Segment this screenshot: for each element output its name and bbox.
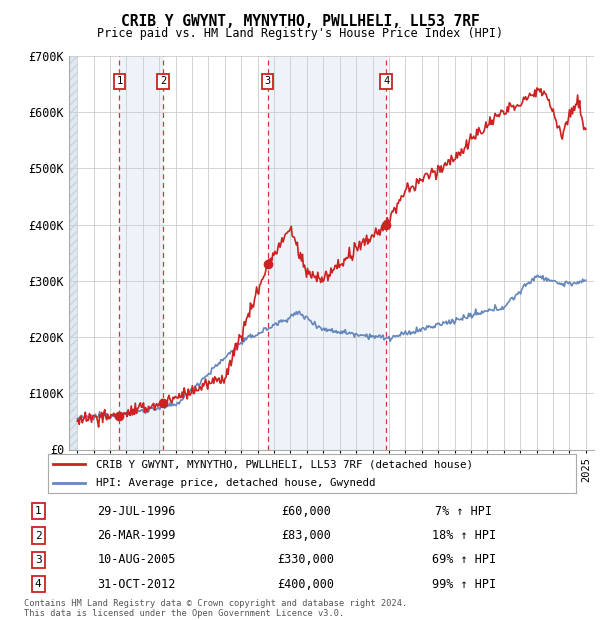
Bar <box>119 56 163 450</box>
Bar <box>268 56 386 450</box>
Text: 2: 2 <box>160 76 166 86</box>
Text: 1: 1 <box>116 76 122 86</box>
Text: CRIB Y GWYNT, MYNYTHO, PWLLHELI, LL53 7RF: CRIB Y GWYNT, MYNYTHO, PWLLHELI, LL53 7R… <box>121 14 479 29</box>
Text: 10-AUG-2005: 10-AUG-2005 <box>97 554 176 567</box>
Text: 2: 2 <box>35 531 41 541</box>
Text: £60,000: £60,000 <box>281 505 331 518</box>
Text: 3: 3 <box>35 555 41 565</box>
Text: £83,000: £83,000 <box>281 529 331 542</box>
Text: 18% ↑ HPI: 18% ↑ HPI <box>432 529 496 542</box>
Text: CRIB Y GWYNT, MYNYTHO, PWLLHELI, LL53 7RF (detached house): CRIB Y GWYNT, MYNYTHO, PWLLHELI, LL53 7R… <box>95 459 473 469</box>
Text: 29-JUL-1996: 29-JUL-1996 <box>97 505 176 518</box>
Text: HPI: Average price, detached house, Gwynedd: HPI: Average price, detached house, Gwyn… <box>95 478 375 489</box>
Text: Price paid vs. HM Land Registry's House Price Index (HPI): Price paid vs. HM Land Registry's House … <box>97 27 503 40</box>
Text: 4: 4 <box>35 579 41 589</box>
Text: 4: 4 <box>383 76 389 86</box>
Text: 99% ↑ HPI: 99% ↑ HPI <box>432 578 496 591</box>
Text: 26-MAR-1999: 26-MAR-1999 <box>97 529 176 542</box>
Text: 7% ↑ HPI: 7% ↑ HPI <box>436 505 493 518</box>
Text: 69% ↑ HPI: 69% ↑ HPI <box>432 554 496 567</box>
Text: 3: 3 <box>265 76 271 86</box>
Text: 1: 1 <box>35 507 41 516</box>
Text: £330,000: £330,000 <box>277 554 335 567</box>
Bar <box>69 56 77 450</box>
Text: Contains HM Land Registry data © Crown copyright and database right 2024.
This d: Contains HM Land Registry data © Crown c… <box>24 599 407 618</box>
Text: £400,000: £400,000 <box>277 578 335 591</box>
Text: 31-OCT-2012: 31-OCT-2012 <box>97 578 176 591</box>
